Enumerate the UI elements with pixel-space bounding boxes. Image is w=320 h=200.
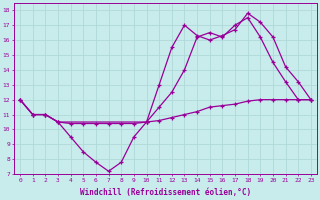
X-axis label: Windchill (Refroidissement éolien,°C): Windchill (Refroidissement éolien,°C) xyxy=(80,188,251,197)
